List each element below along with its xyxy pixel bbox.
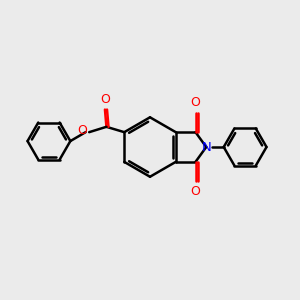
Text: O: O [190,185,200,198]
Text: O: O [190,96,200,109]
Text: O: O [77,124,87,137]
Text: N: N [201,140,211,154]
Text: O: O [100,93,110,106]
